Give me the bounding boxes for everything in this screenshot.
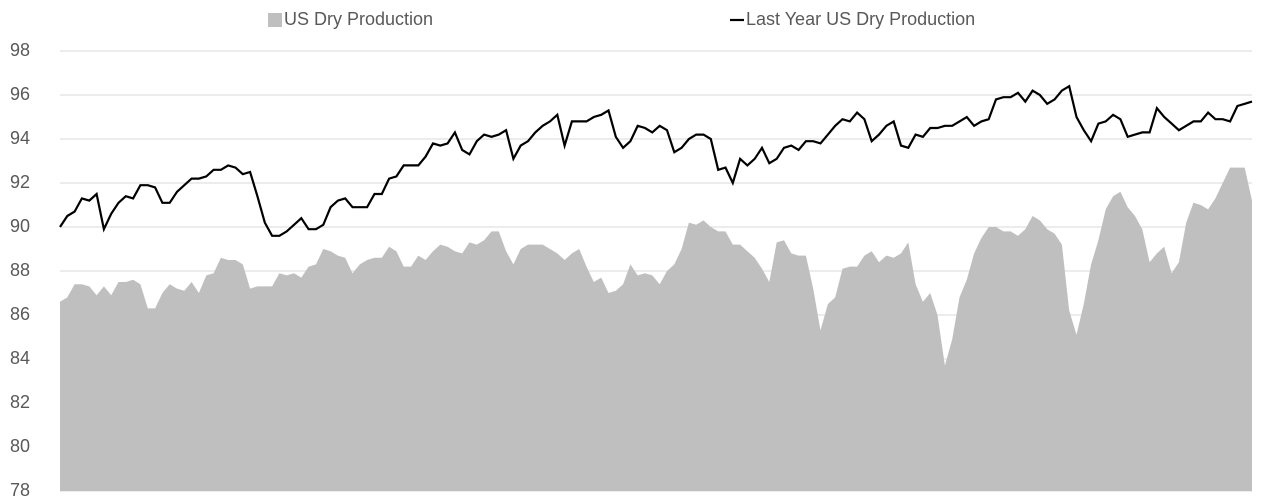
y-tick-label: 78 [10, 480, 30, 500]
y-tick-label: 88 [10, 260, 30, 280]
y-tick-label: 90 [10, 216, 30, 236]
y-tick-label: 92 [10, 172, 30, 192]
y-tick-label: 86 [10, 304, 30, 324]
legend-label: US Dry Production [284, 9, 433, 29]
y-tick-label: 94 [10, 128, 30, 148]
line [59, 84, 1253, 237]
area [60, 167, 1252, 491]
y-tick-label: 96 [10, 84, 30, 104]
legend-label: Last Year US Dry Production [746, 9, 975, 29]
legend-swatch [268, 13, 282, 27]
y-tick-label: 98 [10, 40, 30, 60]
y-tick-label: 80 [10, 436, 30, 456]
y-tick-label: 82 [10, 392, 30, 412]
y-tick-label: 84 [10, 348, 30, 368]
